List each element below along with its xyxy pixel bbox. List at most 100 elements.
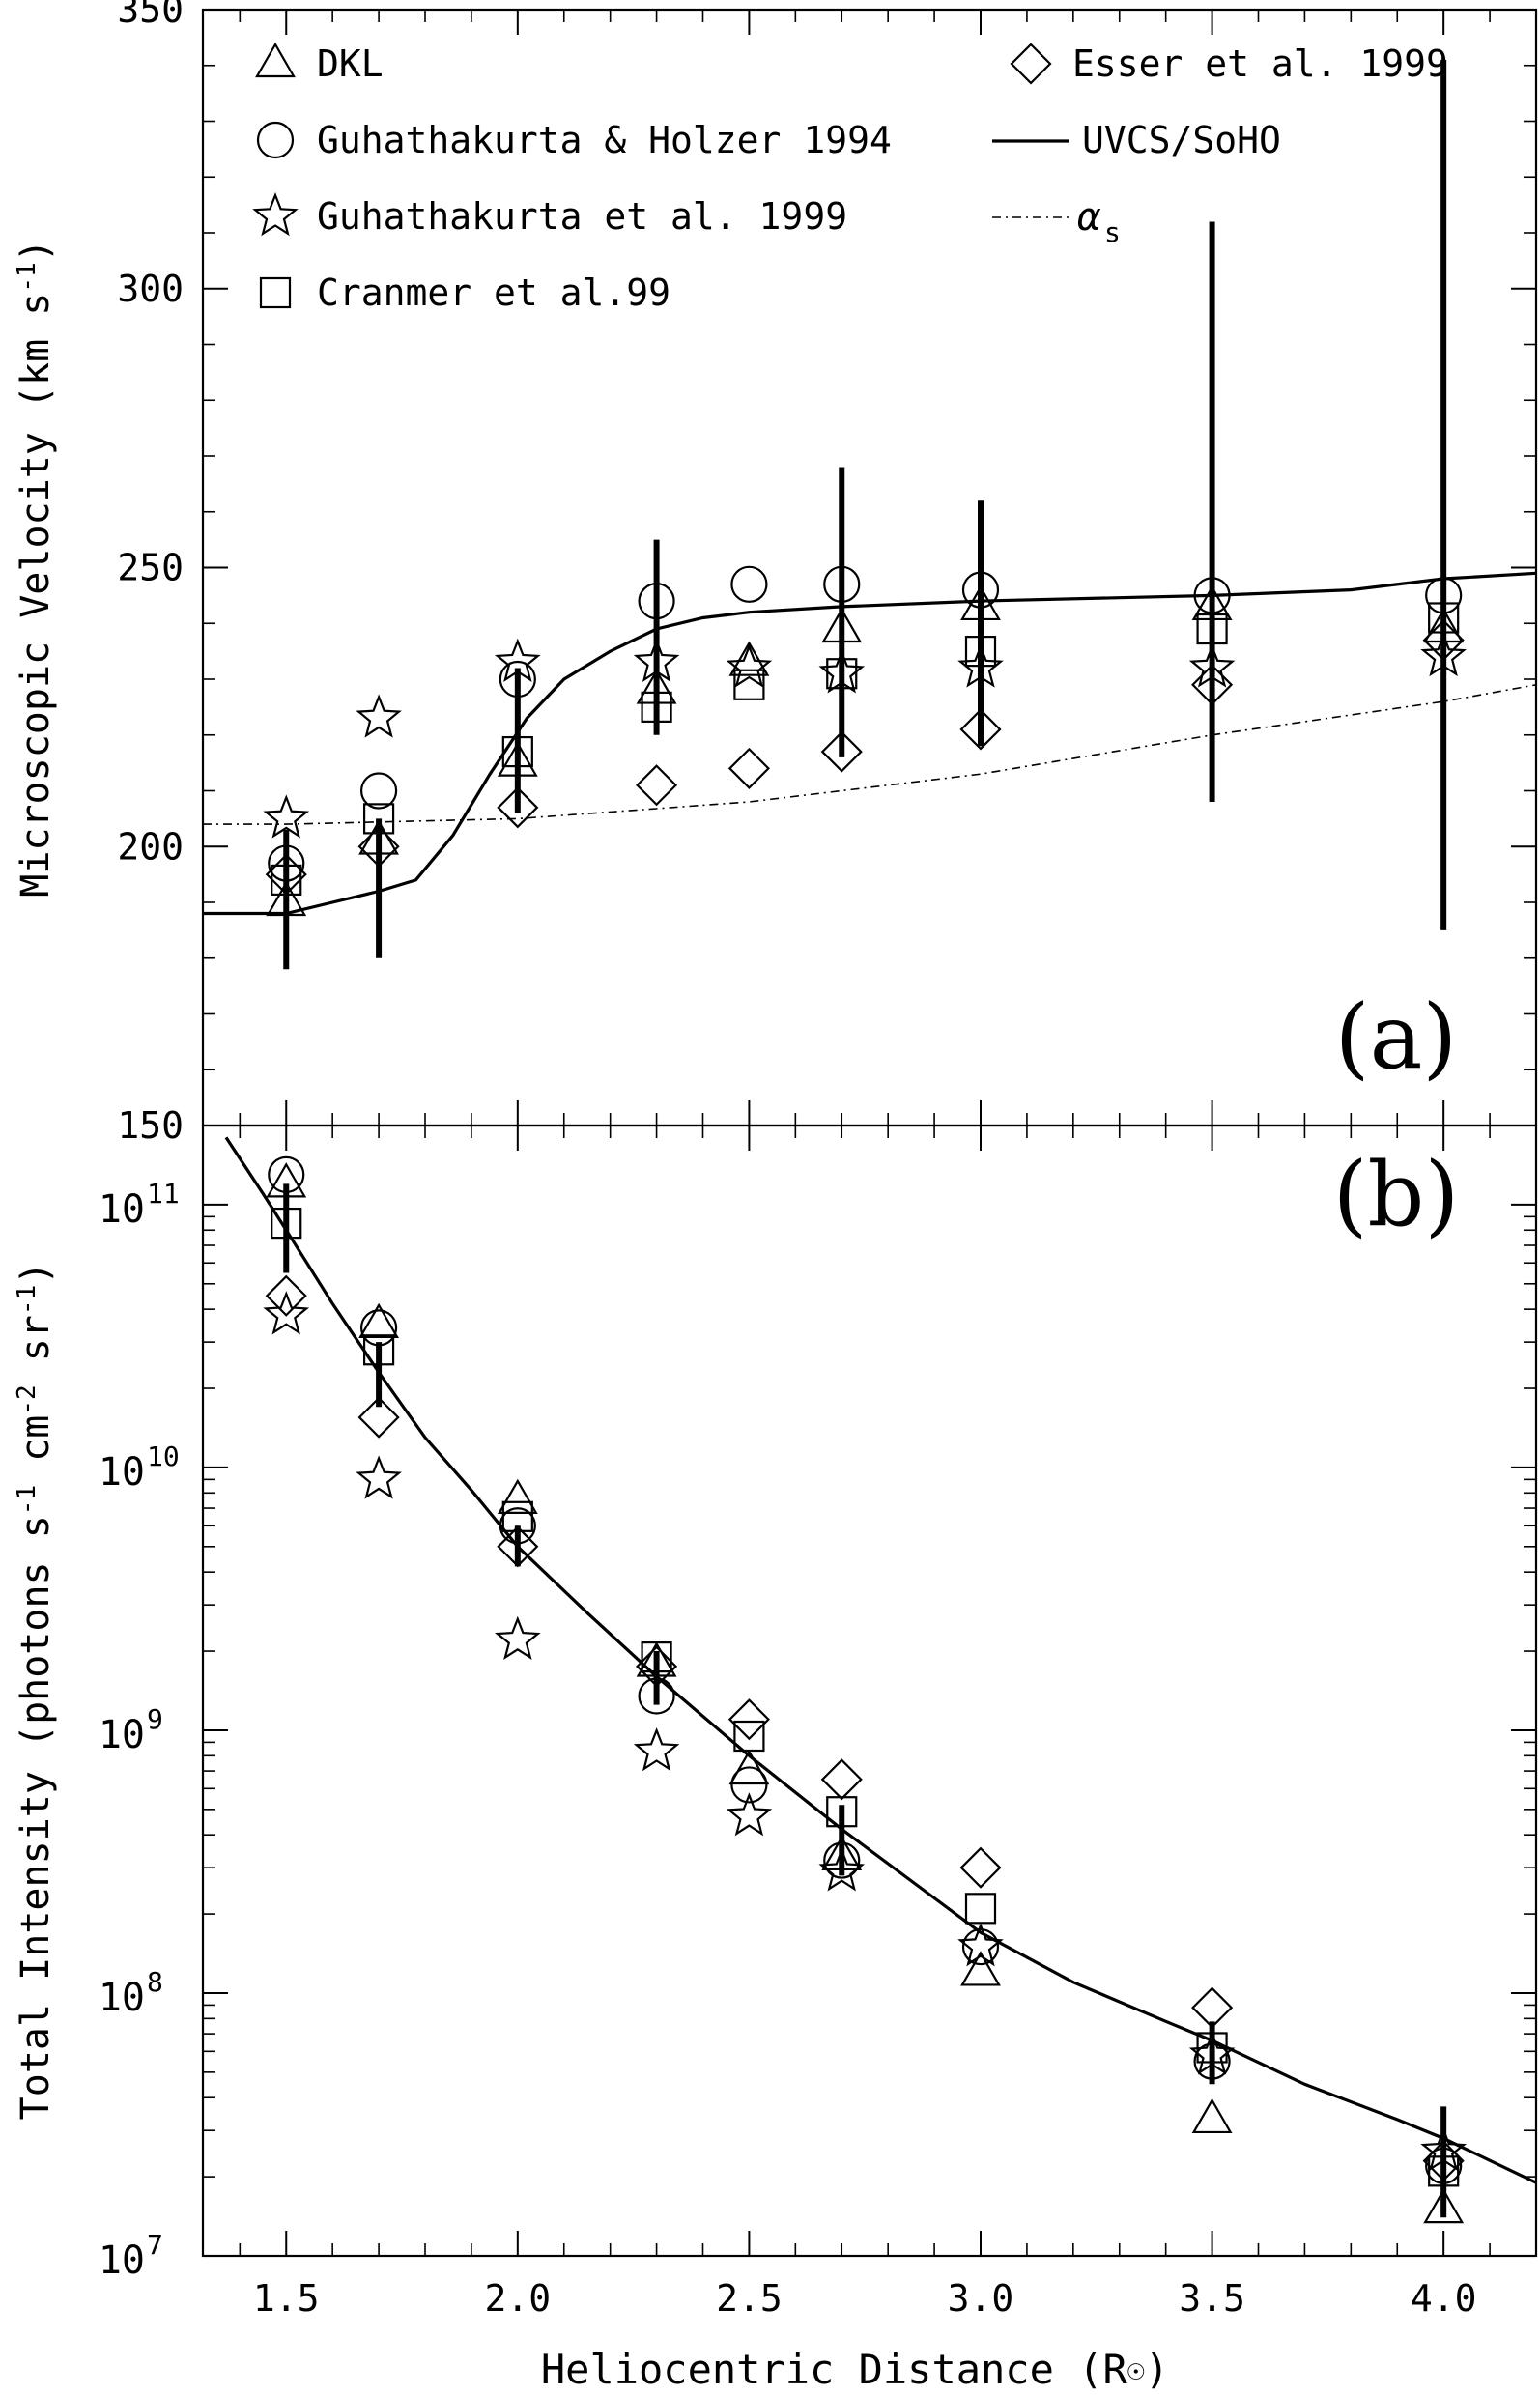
star-marker (818, 1847, 866, 1892)
alpha-s-line (203, 684, 1537, 825)
panel-a-tick-labels: 150 200 250 300 350 (117, 0, 184, 1147)
uvcs-line (203, 571, 1537, 916)
y-tick-exponent: 11 (147, 1178, 180, 1210)
diamond-marker (727, 1698, 770, 1741)
panel-b-error-bars (283, 1183, 1447, 2218)
y-tick-label: 350 (117, 0, 184, 31)
triangle-marker (960, 584, 1001, 621)
panel-a-markers (263, 565, 1467, 917)
y-tick-exponent: 8 (147, 1966, 163, 1998)
uvcs-fit-line (224, 1136, 1537, 2184)
square-marker (1196, 2032, 1228, 2064)
circle-marker (961, 571, 1000, 609)
circle-marker (730, 1766, 768, 1804)
y-tick-label: 10 (99, 1187, 145, 1232)
square-marker (271, 1207, 302, 1240)
triangle-marker (728, 1749, 770, 1785)
legend-diamond-icon (1010, 43, 1052, 85)
panel-b-ylabel: Total Intensity (photons s-1 cm-2 sr-1) (13, 1262, 58, 2121)
panel-a-lines (203, 571, 1537, 916)
triangle-marker (266, 1162, 307, 1198)
legend-square-icon (259, 276, 292, 309)
y-tick-label: 10 (99, 1450, 145, 1495)
square-marker (501, 1500, 533, 1532)
square-marker (362, 1334, 395, 1366)
diamond-marker (497, 1525, 539, 1568)
x-tick-label: 1.5 (253, 2277, 320, 2320)
triangle-marker (636, 669, 677, 704)
y-tick-label: 10 (99, 1713, 145, 1757)
star-marker (726, 1792, 773, 1837)
star-marker (263, 1291, 310, 1335)
circle-marker (268, 1155, 305, 1193)
diamond-marker (1191, 664, 1234, 706)
panel-b-label: (b) (1333, 1143, 1460, 1246)
star-marker (1420, 632, 1467, 677)
panel-b-frame (201, 1124, 1538, 2258)
diamond-marker (820, 1758, 863, 1801)
diamond-marker (636, 764, 678, 807)
triangle-marker (821, 1835, 863, 1871)
square-marker (1428, 2155, 1460, 2187)
triangle-marker (821, 607, 863, 643)
triangle-marker (1423, 2187, 1465, 2224)
star-marker (633, 1726, 680, 1772)
triangle-marker (1191, 2097, 1233, 2134)
star-marker (356, 694, 402, 738)
legend-triangle-icon (255, 42, 296, 78)
diamond-marker (1191, 1986, 1234, 2029)
square-marker (1428, 602, 1460, 634)
triangle-marker (728, 641, 770, 676)
legend-circle-icon (256, 121, 295, 159)
square-marker (826, 658, 858, 690)
panel-b-lines (224, 1136, 1537, 2184)
circle-marker (823, 565, 861, 603)
square-marker (964, 1893, 997, 1925)
triangle-marker (960, 1951, 1001, 1986)
diamond-marker (959, 1846, 1002, 1889)
circle-marker (1193, 577, 1231, 614)
diamond-marker (357, 1396, 400, 1439)
y-tick-label: 300 (117, 268, 184, 310)
triangle-marker (358, 1302, 399, 1339)
circle-marker (499, 1507, 536, 1545)
square-marker (641, 1641, 672, 1673)
legend-label: Guhathakurta et al. 1999 (317, 195, 847, 238)
triangle-marker (497, 1478, 538, 1515)
x-tick-label: 2.0 (485, 2277, 552, 2320)
legend-label: UVCS/SoHO (1082, 119, 1281, 161)
panel-a-label: (a) (1335, 985, 1458, 1089)
square-marker (964, 636, 997, 668)
circle-marker (268, 844, 305, 882)
triangle-marker (497, 741, 538, 777)
panel-b-xlabel: Heliocentric Distance (R☉) (541, 2346, 1169, 2393)
y-tick-label: 200 (117, 825, 184, 868)
diamond-marker (1422, 619, 1465, 662)
circle-marker (730, 565, 768, 603)
legend-label: Esser et al. 1999 (1072, 43, 1448, 85)
panel-a-legend: DKL Guhathakurta & Holzer 1994 Guhathakurt… (252, 42, 1448, 314)
diamond-marker (357, 825, 400, 868)
x-tick-label: 4.0 (1411, 2277, 1477, 2320)
diamond-marker (959, 708, 1002, 751)
star-marker (633, 638, 680, 682)
legend-star-icon (252, 191, 299, 237)
circle-marker (638, 1677, 675, 1715)
diamond-marker (727, 747, 770, 789)
star-marker (495, 638, 541, 682)
panel-b-ticks (203, 1125, 1536, 2257)
x-tick-label: 2.5 (716, 2277, 783, 2320)
star-marker (1188, 643, 1236, 688)
star-marker (1420, 2126, 1467, 2171)
circle-marker (359, 772, 398, 810)
star-marker (495, 1615, 541, 1661)
square-marker (501, 735, 533, 768)
legend-label: α (1077, 195, 1101, 240)
triangle-marker (1191, 584, 1233, 621)
panel-a-velocity: 150 200 250 300 350 DKL Guhathakurta & Holzer… (13, 0, 1538, 1147)
circle-marker (1425, 2147, 1463, 2184)
square-marker (1196, 613, 1228, 645)
